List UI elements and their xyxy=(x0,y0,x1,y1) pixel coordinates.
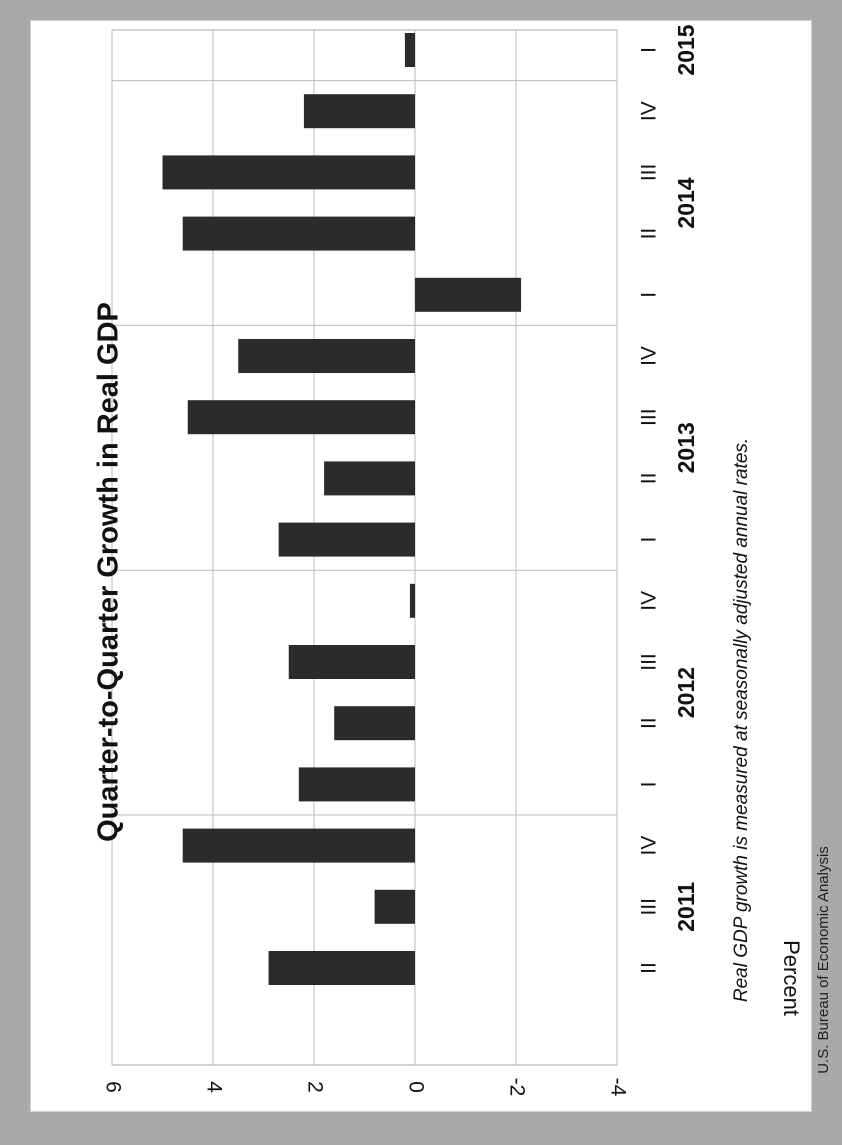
bar xyxy=(238,339,415,373)
bar xyxy=(298,767,415,802)
bar xyxy=(415,277,522,312)
y-tick-label: 0 xyxy=(404,1081,427,1093)
bar xyxy=(268,951,415,985)
bar-layer xyxy=(162,33,522,985)
quarter-label: III xyxy=(638,653,661,671)
year-label: 2012 xyxy=(673,667,699,718)
bar xyxy=(324,461,415,496)
y-tick-label: -2 xyxy=(505,1078,528,1097)
year-label: 2014 xyxy=(673,177,699,228)
bar xyxy=(409,583,415,618)
bar xyxy=(374,889,415,924)
bar xyxy=(162,155,415,190)
quarter-label: IV xyxy=(638,346,661,366)
year-label: 2015 xyxy=(673,24,699,75)
quarter-label: I xyxy=(638,537,661,543)
bar xyxy=(187,400,415,435)
bar xyxy=(334,706,415,741)
quarter-label: II xyxy=(638,473,661,485)
quarter-label: IV xyxy=(638,101,661,121)
bar xyxy=(404,33,415,67)
grid-layer xyxy=(111,29,618,1066)
quarter-label: II xyxy=(638,228,661,240)
chart-title: Quarter-to-Quarter Growth in Real GDP xyxy=(93,302,125,842)
bar xyxy=(278,522,415,557)
y-tick-label: -4 xyxy=(606,1078,629,1097)
quarter-label: III xyxy=(638,408,661,426)
quarter-label: IV xyxy=(638,836,661,856)
year-label: 2013 xyxy=(673,422,699,473)
quarter-label: I xyxy=(638,47,661,53)
quarter-label: I xyxy=(638,781,661,787)
bar xyxy=(303,94,415,129)
quarter-label: III xyxy=(638,164,661,182)
bar xyxy=(182,828,415,863)
quarter-label: IV xyxy=(638,591,661,611)
source-credit: U.S. Bureau of Economic Analysis xyxy=(815,846,832,1074)
chart-note: Real GDP growth is measured at seasonall… xyxy=(731,438,752,1002)
y-tick-label: 6 xyxy=(101,1081,124,1093)
quarter-label: II xyxy=(638,962,661,974)
quarter-label: I xyxy=(638,292,661,298)
label-layer: 6 4 2 0 -2 -4IIIIIIVIIIIIIIVIIIIIIIVIIIIIIIVI… xyxy=(101,24,699,1096)
quarter-label: II xyxy=(638,717,661,729)
y-axis-label: Percent xyxy=(779,940,804,1016)
y-tick-label: 2 xyxy=(303,1081,326,1093)
quarter-label: III xyxy=(638,898,661,916)
bar xyxy=(288,645,415,679)
bar xyxy=(182,216,415,251)
chart-panel xyxy=(30,20,812,1112)
year-label: 2011 xyxy=(673,882,699,932)
y-tick-label: 4 xyxy=(202,1081,225,1093)
